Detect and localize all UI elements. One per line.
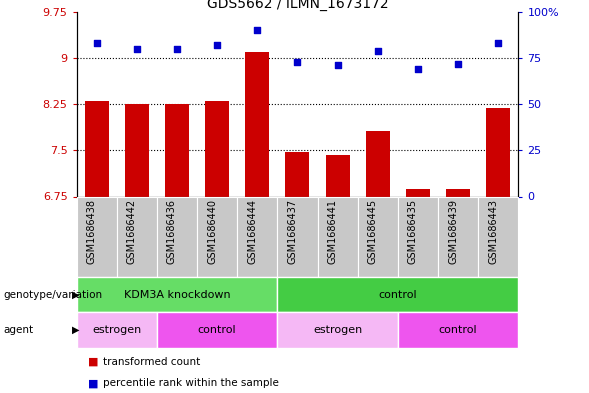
Point — [454, 61, 463, 67]
Text: ■: ■ — [88, 378, 99, 388]
Text: percentile rank within the sample: percentile rank within the sample — [103, 378, 279, 388]
Bar — [398, 312, 518, 348]
Point — [172, 46, 181, 52]
Bar — [406, 189, 430, 196]
Text: ▶: ▶ — [72, 290, 80, 300]
Bar — [117, 196, 157, 277]
Text: GSM1686440: GSM1686440 — [207, 199, 217, 264]
Text: GSM1686443: GSM1686443 — [488, 199, 498, 264]
Bar — [157, 312, 277, 348]
Text: control: control — [198, 325, 236, 335]
Bar — [277, 312, 398, 348]
Point — [494, 40, 503, 46]
Bar — [77, 196, 117, 277]
Point — [293, 59, 302, 65]
Bar — [286, 152, 309, 196]
Bar — [438, 196, 478, 277]
Bar — [245, 52, 269, 196]
Bar — [157, 196, 197, 277]
Text: agent: agent — [3, 325, 33, 335]
Bar — [317, 196, 358, 277]
Bar — [125, 104, 149, 196]
Bar — [326, 155, 350, 196]
Point — [132, 46, 141, 52]
Text: control: control — [379, 290, 417, 300]
Text: GSM1686437: GSM1686437 — [287, 199, 297, 264]
Bar — [446, 189, 470, 196]
Text: GSM1686435: GSM1686435 — [408, 199, 418, 264]
Text: control: control — [439, 325, 478, 335]
Text: GSM1686444: GSM1686444 — [247, 199, 257, 264]
Text: GSM1686442: GSM1686442 — [127, 199, 137, 264]
Point — [213, 42, 222, 48]
Bar — [358, 196, 398, 277]
Bar — [478, 196, 518, 277]
Point — [413, 66, 423, 72]
Text: ▶: ▶ — [72, 325, 80, 335]
Text: estrogen: estrogen — [92, 325, 141, 335]
Bar — [237, 196, 277, 277]
Bar — [277, 196, 317, 277]
Title: GDS5662 / ILMN_1673172: GDS5662 / ILMN_1673172 — [207, 0, 388, 11]
Text: estrogen: estrogen — [313, 325, 362, 335]
Text: GSM1686436: GSM1686436 — [167, 199, 177, 264]
Point — [92, 40, 101, 46]
Text: GSM1686441: GSM1686441 — [327, 199, 337, 264]
Bar — [205, 101, 229, 196]
Text: transformed count: transformed count — [103, 356, 200, 367]
Bar — [197, 196, 237, 277]
Bar — [77, 312, 157, 348]
Point — [253, 27, 262, 33]
Text: ■: ■ — [88, 356, 99, 367]
Bar — [366, 130, 390, 196]
Bar — [165, 104, 189, 196]
Bar — [85, 101, 109, 196]
Point — [373, 48, 382, 54]
Point — [333, 62, 342, 68]
Text: KDM3A knockdown: KDM3A knockdown — [124, 290, 230, 300]
Text: GSM1686438: GSM1686438 — [87, 199, 97, 264]
Bar — [77, 277, 277, 312]
Text: genotype/variation: genotype/variation — [3, 290, 102, 300]
Text: GSM1686439: GSM1686439 — [448, 199, 458, 264]
Text: GSM1686445: GSM1686445 — [368, 199, 378, 264]
Bar — [398, 196, 438, 277]
Bar — [277, 277, 518, 312]
Bar — [486, 108, 510, 196]
